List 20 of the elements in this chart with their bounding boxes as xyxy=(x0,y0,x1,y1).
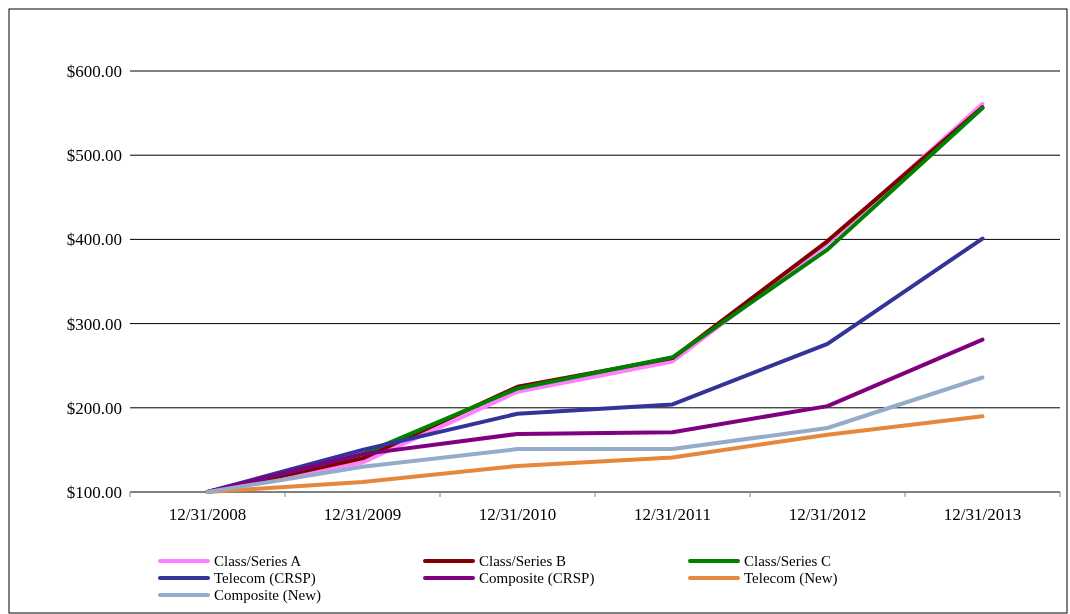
legend-label: Composite (CRSP) xyxy=(479,570,595,588)
x-tick-label: 12/31/2010 xyxy=(478,505,557,524)
y-tick-label: $300.00 xyxy=(66,314,122,334)
y-tick-label: $500.00 xyxy=(66,146,122,166)
y-tick-label: $100.00 xyxy=(66,482,122,502)
y-tick-label: $400.00 xyxy=(66,230,122,250)
line-series xyxy=(205,375,985,494)
legend-label: Class/Series C xyxy=(744,553,832,570)
legend-label: Composite (New) xyxy=(214,587,322,605)
x-tick-label: 12/31/2013 xyxy=(943,505,1022,524)
legend-label: Telecom (CRSP) xyxy=(214,570,316,588)
y-tick-label: $200.00 xyxy=(66,398,122,418)
y-tick-label: $600.00 xyxy=(66,61,122,81)
x-tick-label: 12/31/2008 xyxy=(168,505,247,524)
x-tick-label: 12/31/2011 xyxy=(634,505,711,524)
x-tick-label: 12/31/2009 xyxy=(323,505,402,524)
legend-label: Class/Series B xyxy=(479,553,567,570)
legend-label: Class/Series A xyxy=(214,553,302,570)
legend-label: Telecom (New) xyxy=(744,570,838,588)
x-tick-label: 12/31/2012 xyxy=(788,505,867,524)
